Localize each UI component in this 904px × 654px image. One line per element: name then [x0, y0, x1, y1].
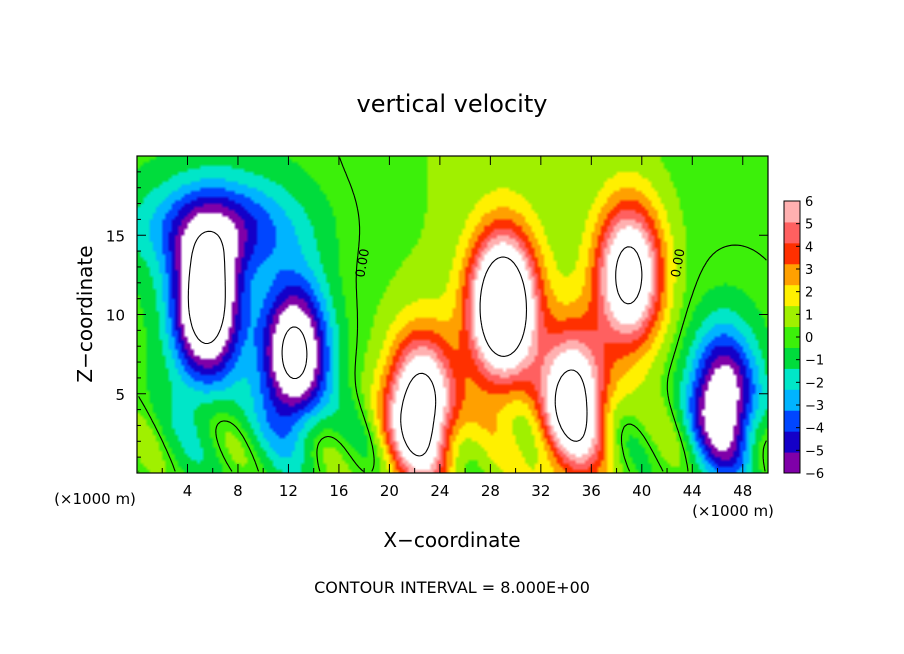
- contour-layer: [138, 157, 767, 472]
- colorbar-tick-label: −5: [805, 444, 824, 459]
- colorbar-tick-label: −4: [805, 422, 824, 437]
- x-tick-label: 8: [233, 482, 243, 500]
- x-axis: 4 8 12 16 20 24 28 32 36 40 44 48: [161, 156, 752, 500]
- colorbar-swatch: [784, 410, 800, 432]
- x-tick-label: 40: [632, 482, 651, 500]
- colorbar-tick-label: −3: [805, 399, 824, 414]
- colorbar-tick-label: 6: [805, 195, 813, 210]
- x-tick-label: 4: [183, 482, 193, 500]
- chart-title: vertical velocity: [357, 90, 548, 118]
- y-tick-label: 5: [115, 386, 125, 404]
- colorbar-tick-label: 0: [805, 331, 813, 346]
- colorbar-swatch: [784, 389, 800, 411]
- colorbar-labels: 6 5 4 3 2 1 0 −1 −2 −3 −4 −5 −6: [796, 195, 824, 482]
- x-tick-label: 28: [481, 482, 500, 500]
- contour-label: 0.00: [353, 248, 373, 279]
- x-tick-label: 12: [279, 482, 298, 500]
- contour-labels: 0.00 0.00: [353, 248, 688, 279]
- colorbar-swatch: [784, 284, 800, 307]
- colorbar-tick-label: −1: [805, 354, 824, 369]
- x-tick-label: 20: [380, 482, 399, 500]
- colorbar-swatch: [784, 263, 800, 286]
- x-tick-label: 44: [683, 482, 702, 500]
- colorbar-swatch: [784, 326, 800, 348]
- x-tick-label: 16: [329, 482, 348, 500]
- contour-label: 0.00: [669, 248, 689, 279]
- x-unit-label-right: (×1000 m): [692, 502, 774, 520]
- x-tick-label: 24: [430, 482, 449, 500]
- contour-line-positive: [400, 246, 643, 457]
- colorbar-tick-label: 3: [805, 263, 813, 278]
- colorbar-swatch: [784, 431, 800, 453]
- y-tick-label: 10: [106, 307, 125, 325]
- colorbar-swatch: [784, 221, 800, 244]
- colorbar-tick-label: −6: [805, 467, 824, 482]
- heatmap-image: [137, 156, 768, 473]
- x-tick-label: 36: [582, 482, 601, 500]
- x-tick-label: 32: [531, 482, 550, 500]
- colorbar-swatch: [784, 452, 800, 474]
- colorbar-swatch: [784, 347, 800, 369]
- colorbar-swatches: [784, 201, 800, 474]
- colorbar-swatch: [784, 368, 800, 390]
- contour-line-zero: [138, 157, 767, 472]
- colorbar-swatch: [784, 305, 800, 328]
- contour-line-negative: [187, 230, 308, 380]
- x-tick-label: 48: [733, 482, 752, 500]
- x-axis-label: X−coordinate: [383, 528, 520, 552]
- y-tick-label: 15: [106, 227, 125, 245]
- colorbar-tick-label: −2: [805, 376, 824, 391]
- colorbar-tick-label: 4: [805, 240, 813, 255]
- colorbar-tick-label: 5: [805, 218, 813, 233]
- contour-interval-note: CONTOUR INTERVAL = 8.000E+00: [314, 578, 590, 597]
- colorbar-tick-label: 2: [805, 286, 813, 301]
- colorbar-swatch: [784, 242, 800, 265]
- colorbar-swatch: [784, 201, 800, 223]
- x-unit-label-left: (×1000 m): [54, 490, 136, 508]
- colorbar: 6 5 4 3 2 1 0 −1 −2 −3 −4 −5 −6: [783, 195, 824, 482]
- y-axis-label: Z−coordinate: [73, 245, 97, 382]
- y-axis: 5 10 15: [106, 171, 768, 458]
- colorbar-tick-label: 1: [805, 308, 813, 323]
